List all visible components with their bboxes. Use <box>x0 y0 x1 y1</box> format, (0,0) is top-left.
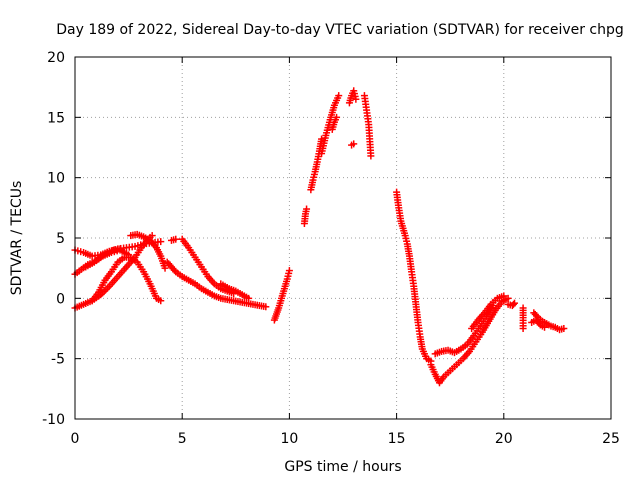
data-point <box>262 303 270 311</box>
data-point <box>367 152 375 160</box>
data-point <box>352 95 360 103</box>
data-point <box>172 235 180 243</box>
data-point <box>245 294 253 302</box>
x-tick-label: 15 <box>388 431 406 447</box>
data-point <box>519 304 527 312</box>
data-point <box>285 267 293 275</box>
data-point <box>509 300 517 308</box>
chart-title: Day 189 of 2022, Sidereal Day-to-day VTE… <box>56 22 624 38</box>
x-tick-label: 5 <box>178 431 187 447</box>
y-tick-label: 20 <box>47 50 65 66</box>
data-point <box>157 297 165 305</box>
data-point <box>511 299 519 307</box>
y-tick-label: 15 <box>47 110 65 126</box>
x-tick-label: 25 <box>602 431 620 447</box>
data-point <box>335 92 343 100</box>
data-point <box>303 205 311 213</box>
grid-lines <box>75 57 611 419</box>
data-points <box>71 87 568 387</box>
data-point <box>504 294 512 302</box>
y-tick-label: -10 <box>42 412 65 428</box>
data-point <box>500 292 508 300</box>
y-tick-label: 0 <box>56 291 65 307</box>
data-point <box>148 232 156 240</box>
data-point <box>560 325 568 332</box>
x-axis-label: GPS time / hours <box>284 459 401 475</box>
y-tick-label: 5 <box>56 231 65 247</box>
x-tick-label: 20 <box>495 431 513 447</box>
data-point <box>333 113 341 121</box>
data-point <box>350 140 358 148</box>
y-axis-label: SDTVAR / TECUs <box>9 181 25 296</box>
data-point <box>125 251 133 259</box>
y-tick-label: -5 <box>51 352 65 368</box>
x-tick-label: 10 <box>280 431 298 447</box>
data-point <box>161 264 169 272</box>
x-tick-label: 0 <box>71 431 80 447</box>
data-point <box>541 323 549 331</box>
axis-ticks: 0 5 10 15 20 25 -10 -5 0 5 10 15 20 <box>42 50 620 447</box>
data-point <box>157 238 165 246</box>
y-tick-label: 10 <box>47 171 65 187</box>
